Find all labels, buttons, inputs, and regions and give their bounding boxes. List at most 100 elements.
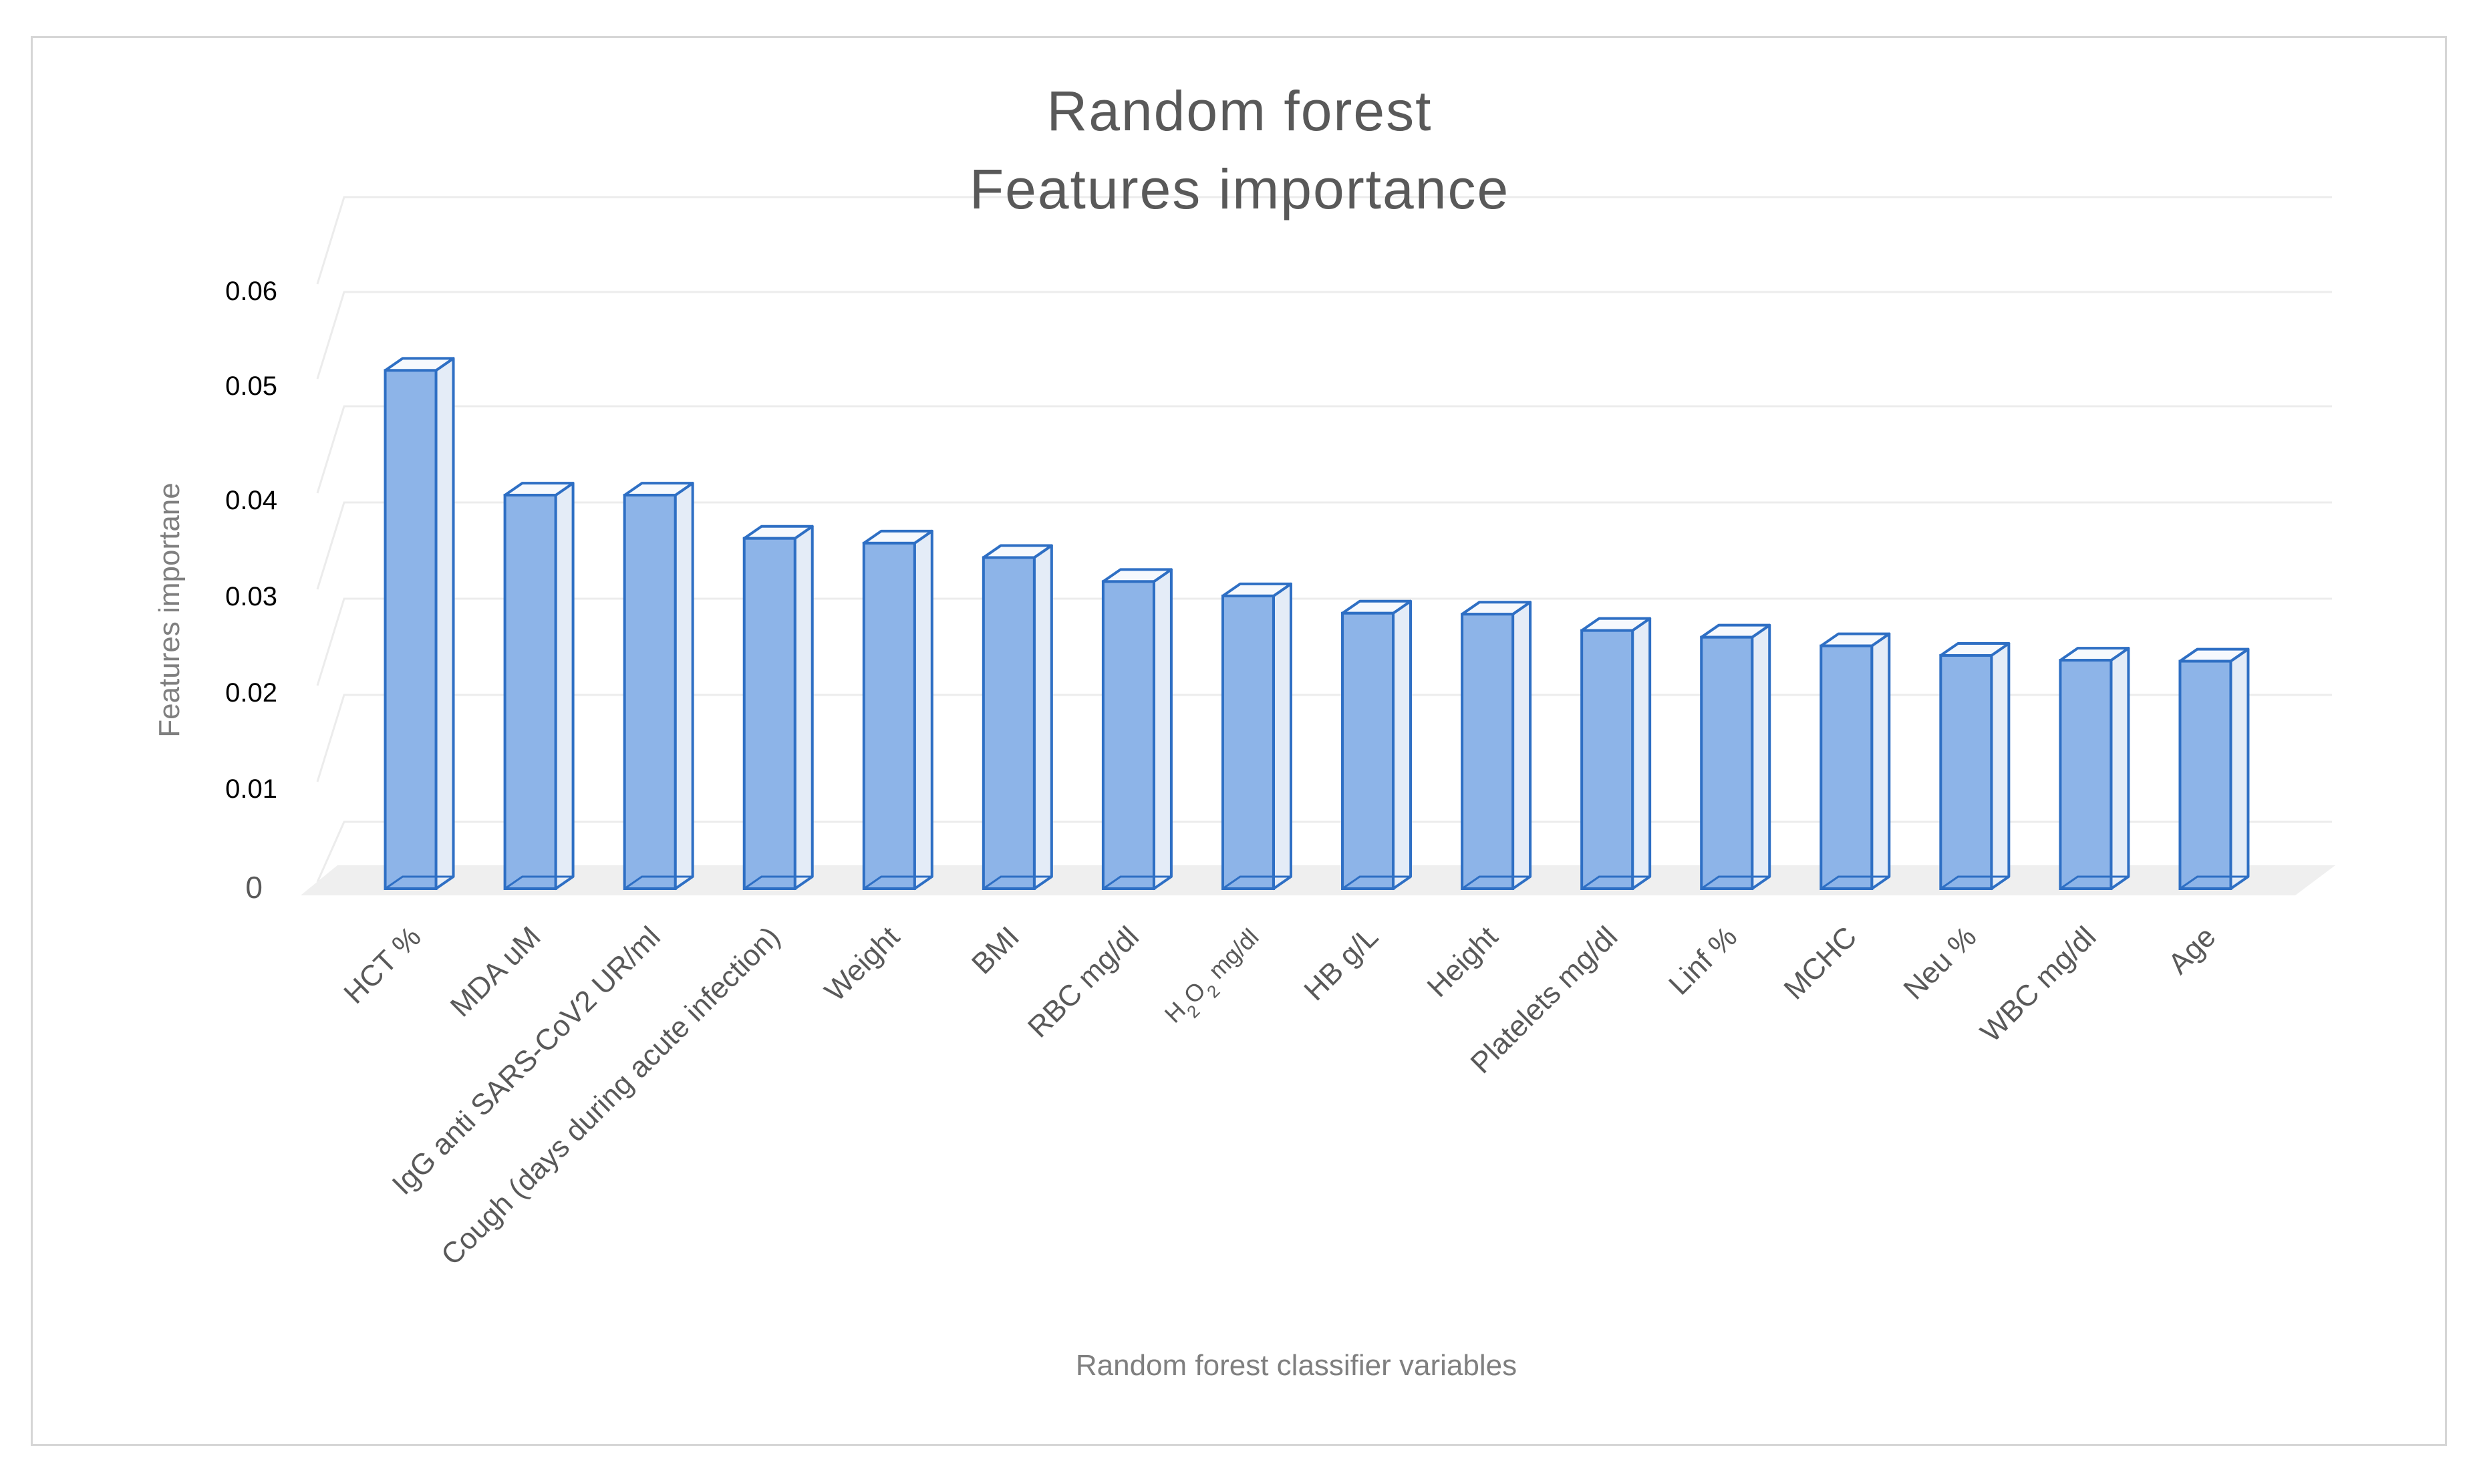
bar-base-edge bbox=[863, 875, 932, 890]
x-tick-label-hb-g-l: HB g/L bbox=[1298, 920, 1385, 1007]
x-tick-label-hct: HCT % bbox=[337, 920, 427, 1010]
bar-base-edge bbox=[1222, 875, 1291, 890]
bar-base-edge bbox=[1581, 875, 1650, 890]
gridlines bbox=[316, 196, 2332, 883]
bar-side-face bbox=[1511, 601, 1532, 890]
bar-platelets-mg-dl bbox=[1580, 617, 1652, 890]
bars bbox=[384, 357, 2250, 891]
bar-base-edge bbox=[1103, 875, 1171, 890]
x-tick-label-wbc-mg-dl: WBC mg/dl bbox=[1975, 920, 2103, 1048]
x-tick-label-h2o2-mg-dl: H2O2 mg/dl bbox=[1159, 923, 1270, 1034]
bar-base-edge bbox=[504, 875, 573, 890]
bar-front-face bbox=[1461, 613, 1515, 890]
bar-base-edge bbox=[1342, 875, 1411, 890]
bar-hb-g-l bbox=[1341, 599, 1413, 890]
bar-side-face bbox=[1870, 632, 1891, 890]
gridline bbox=[316, 694, 2332, 782]
bar-base-edge bbox=[623, 875, 693, 890]
bar-side-face bbox=[913, 529, 933, 890]
bar-base-edge bbox=[743, 875, 813, 890]
bar-linf bbox=[1700, 623, 1771, 890]
bar-side-face bbox=[1152, 568, 1173, 890]
bar-neu bbox=[1939, 641, 2011, 890]
bar-side-face bbox=[1032, 544, 1053, 890]
bar-front-face bbox=[2178, 659, 2232, 891]
y-tick-label: 0 bbox=[245, 870, 263, 905]
gridline bbox=[316, 405, 2332, 494]
x-tick-label-neu: Neu % bbox=[1897, 920, 1983, 1006]
bar-side-face bbox=[2109, 647, 2130, 890]
bar-cough-days-during-acute-infection bbox=[742, 525, 814, 890]
x-axis-title: Random forest classifier variables bbox=[1076, 1349, 1517, 1382]
bar-side-face bbox=[1990, 641, 2011, 890]
bar-side-face bbox=[434, 357, 455, 890]
bar-front-face bbox=[2059, 659, 2113, 890]
x-tick-label-rbc-mg-dl: RBC mg/dl bbox=[1022, 920, 1145, 1044]
bar-base-edge bbox=[1461, 875, 1531, 890]
bar-weight bbox=[862, 529, 933, 890]
y-tick-label: 0.02 bbox=[225, 678, 277, 708]
bar-height bbox=[1461, 601, 1532, 890]
gridline bbox=[316, 291, 2332, 380]
bar-front-face bbox=[384, 369, 438, 890]
bar-side-face bbox=[674, 482, 694, 890]
x-tick-label-height: Height bbox=[1421, 920, 1505, 1004]
y-axis-title: Features importane bbox=[153, 482, 186, 738]
bar-base-edge bbox=[1940, 875, 2009, 890]
y-tick-label: 0.01 bbox=[225, 774, 277, 804]
y-tick-label: 0.03 bbox=[225, 582, 277, 611]
bar-front-face bbox=[862, 541, 916, 890]
bar-side-face bbox=[1272, 582, 1292, 890]
bar-side-face bbox=[2229, 647, 2250, 890]
bar-igg-anti-sars-cov2-ur-ml bbox=[623, 482, 694, 890]
bar-front-face bbox=[1221, 594, 1275, 891]
y-axis-ticks: 0 0.01 0.02 0.03 0.04 0.05 0.06 bbox=[225, 277, 277, 905]
bar-base-edge bbox=[2179, 875, 2248, 890]
bar-front-face bbox=[742, 537, 796, 890]
chart-title-line-2: Features importance bbox=[970, 158, 1509, 220]
bar-base-edge bbox=[982, 875, 1052, 890]
bar-base-edge bbox=[1701, 875, 1770, 890]
bar-side-face bbox=[554, 482, 575, 890]
bar-mda-um bbox=[503, 482, 575, 890]
gridline bbox=[316, 597, 2332, 686]
bar-front-face bbox=[503, 494, 557, 890]
bar-front-face bbox=[1939, 653, 1993, 890]
bar-front-face bbox=[1819, 644, 1874, 890]
bar-side-face bbox=[1751, 623, 1771, 890]
x-tick-label-age: Age bbox=[2162, 920, 2222, 980]
gridline bbox=[316, 196, 2332, 285]
bar-front-face bbox=[1341, 611, 1395, 890]
bar-side-face bbox=[1631, 617, 1652, 890]
y-tick-label: 0.04 bbox=[225, 486, 277, 515]
chart-floor-plane bbox=[301, 865, 2335, 895]
bar-age bbox=[2178, 647, 2250, 891]
bar-h2o2-mg-dl bbox=[1221, 582, 1292, 891]
chart-floor bbox=[301, 865, 2335, 895]
x-tick-label-mchc: MCHC bbox=[1777, 920, 1863, 1006]
bar-hct bbox=[384, 357, 455, 890]
bar-base-edge bbox=[384, 875, 454, 890]
bar-front-face bbox=[1101, 580, 1155, 890]
bar-mchc bbox=[1819, 632, 1891, 890]
bar-side-face bbox=[1392, 599, 1413, 890]
bar-bmi bbox=[982, 544, 1053, 890]
x-tick-label-linf: Linf % bbox=[1662, 920, 1743, 1001]
bar-rbc-mg-dl bbox=[1101, 568, 1173, 890]
bar-front-face bbox=[1580, 629, 1634, 890]
bar-side-face bbox=[793, 525, 814, 890]
bar-base-edge bbox=[1820, 875, 1890, 890]
y-tick-label: 0.06 bbox=[225, 277, 277, 306]
y-tick-label: 0.05 bbox=[225, 372, 277, 401]
bar-front-face bbox=[623, 494, 677, 890]
bar-front-face bbox=[982, 556, 1036, 890]
gridline bbox=[316, 501, 2332, 590]
chart-title-line-1: Random forest bbox=[1047, 80, 1433, 142]
bar-wbc-mg-dl bbox=[2059, 647, 2130, 890]
x-tick-label-bmi: BMI bbox=[966, 920, 1026, 980]
x-tick-label-weight: Weight bbox=[819, 920, 906, 1008]
gridline bbox=[316, 821, 2332, 883]
x-tick-label-mda-um: MDA uM bbox=[444, 920, 547, 1023]
